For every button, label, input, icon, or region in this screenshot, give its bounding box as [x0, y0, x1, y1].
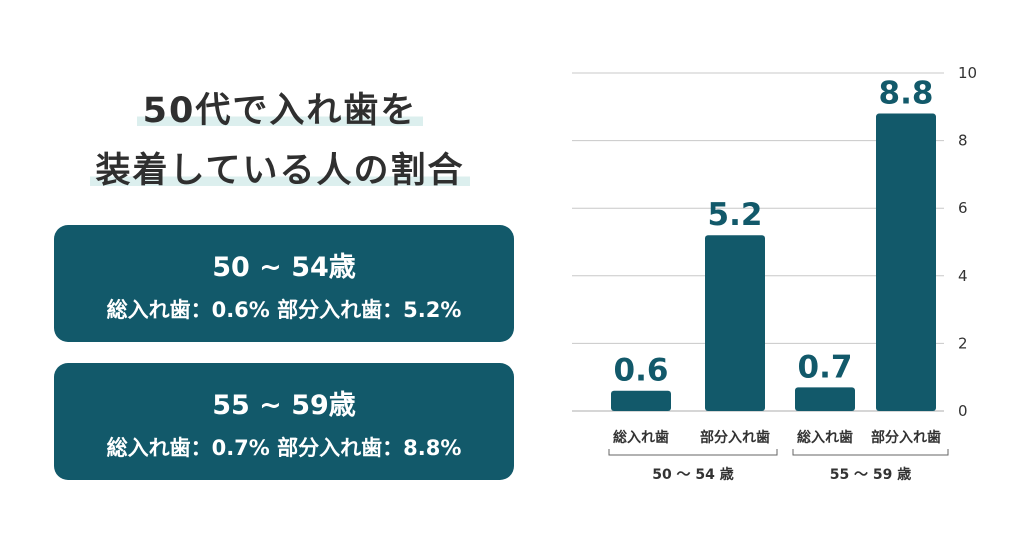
y-tick-label: 4 [958, 267, 968, 285]
bar [611, 390, 671, 411]
summary-card-55-59: 55 ~ 59歳 総入れ歯：0.7% 部分入れ歯：8.8% [54, 363, 514, 480]
bar [876, 113, 936, 411]
summary-card-50-54: 50 ~ 54歳 総入れ歯：0.6% 部分入れ歯：5.2% [54, 225, 514, 342]
category-label: 総入れ歯 [613, 429, 669, 446]
y-tick-label: 6 [958, 199, 968, 217]
data-label: 0.6 [614, 353, 669, 389]
title-line-2-text: 装着している人の割合 [89, 151, 471, 191]
category-label: 部分入れ歯 [871, 429, 941, 446]
title-line-1: 50代で入れ歯を [0, 82, 560, 133]
y-tick-label: 2 [958, 334, 968, 352]
data-label: 8.8 [879, 76, 934, 112]
y-tick-label: 0 [958, 402, 968, 420]
y-tick-label: 10 [958, 64, 977, 82]
data-label: 0.7 [798, 349, 853, 385]
title-line-1-text: 50代で入れ歯を [136, 91, 424, 131]
card-age-range: 55 ~ 59歳 [212, 390, 356, 421]
group-label: 55 〜 59 歳 [830, 466, 912, 483]
data-label: 5.2 [708, 197, 763, 233]
category-label: 部分入れ歯 [700, 429, 770, 446]
group-label: 50 〜 54 歳 [652, 466, 734, 483]
y-tick-label: 8 [958, 132, 968, 150]
category-label: 総入れ歯 [797, 429, 853, 446]
title-line-2: 装着している人の割合 [0, 142, 560, 193]
group-bracket [792, 449, 949, 456]
card-age-range: 50 ~ 54歳 [212, 252, 356, 283]
card-detail: 総入れ歯：0.6% 部分入れ歯：5.2% [106, 298, 462, 322]
bar [705, 235, 765, 411]
bar [795, 387, 855, 411]
group-bracket [608, 449, 778, 456]
card-detail: 総入れ歯：0.7% 部分入れ歯：8.8% [106, 436, 462, 460]
